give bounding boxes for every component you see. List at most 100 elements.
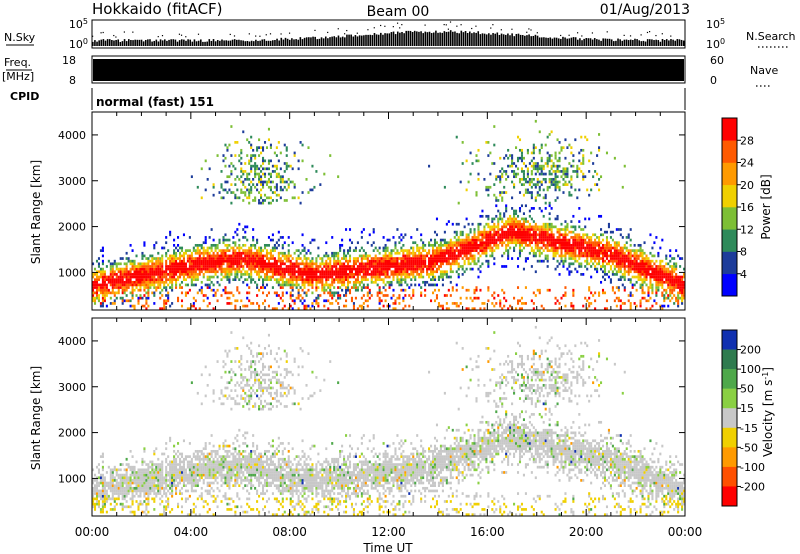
noise-bar: [130, 39, 132, 46]
power-cell: [586, 307, 589, 310]
power-cell: [548, 225, 551, 229]
power-cell: [588, 296, 591, 300]
power-cell: [285, 270, 288, 274]
power-cell: [518, 238, 522, 242]
noise-bar: [392, 31, 395, 46]
power-cell: [283, 185, 286, 189]
power-cell: [671, 291, 674, 295]
power-cell: [428, 259, 431, 263]
power-cell: [402, 254, 405, 258]
power-cell: [192, 273, 195, 276]
power-cell: [556, 196, 559, 200]
power-cell: [267, 262, 270, 266]
power-cell: [408, 294, 411, 297]
power-cell: [194, 278, 197, 282]
power-cell: [250, 167, 253, 171]
power-cell: [212, 259, 215, 263]
power-cell: [275, 154, 278, 157]
power-cell: [370, 243, 373, 247]
power-cell: [619, 233, 622, 237]
power-cell: [131, 304, 134, 308]
power-cell: [107, 280, 110, 284]
power-cell: [337, 257, 340, 260]
power-cell: [335, 273, 338, 276]
power-cell: [564, 236, 567, 239]
power-cell: [252, 262, 255, 266]
power-cell: [281, 251, 284, 255]
power-cell: [321, 280, 324, 284]
power-cell: [161, 265, 164, 268]
power-cell: [299, 141, 302, 144]
power-cell: [196, 278, 199, 282]
power-cell: [153, 286, 156, 289]
power-cell: [408, 257, 411, 260]
power-cell: [303, 254, 306, 258]
power-cell: [285, 259, 288, 263]
power-cell: [485, 241, 488, 245]
power-cell: [441, 238, 444, 242]
power-cell: [360, 259, 363, 263]
power-cell: [447, 254, 450, 258]
power-cell: [586, 236, 589, 239]
power-cell: [182, 265, 186, 268]
power-cell: [190, 278, 193, 282]
power-cell: [570, 236, 573, 239]
power-cell: [133, 304, 136, 308]
power-cell: [641, 278, 644, 282]
power-cell: [167, 265, 170, 268]
noise-bar: [504, 34, 507, 46]
power-cell: [645, 262, 648, 266]
power-cell: [327, 307, 330, 310]
power-cell: [250, 143, 253, 147]
power-cell: [639, 265, 642, 268]
power-cell: [222, 270, 225, 274]
power-cell: [445, 302, 448, 305]
power-cell: [554, 154, 557, 157]
power-cell: [143, 275, 146, 279]
power-cell: [530, 265, 533, 268]
power-cell: [267, 270, 270, 274]
power-cell: [220, 249, 223, 252]
power-cell: [230, 191, 233, 194]
power-cell: [538, 291, 541, 295]
power-cell: [554, 267, 557, 271]
power-cell: [402, 259, 405, 263]
power-cell: [256, 238, 259, 242]
noise-bar: [176, 41, 179, 46]
power-cell: [364, 267, 367, 271]
noise-bar: [373, 32, 376, 46]
noise-bar: [606, 38, 609, 46]
power-cell: [592, 249, 595, 252]
power-cell: [258, 275, 261, 279]
power-cell: [538, 148, 541, 152]
power-cell: [477, 296, 480, 300]
power-cell: [574, 138, 577, 142]
power-cell: [530, 225, 533, 229]
power-cell: [115, 262, 118, 266]
power-cell: [487, 259, 490, 263]
power-cell: [119, 283, 122, 287]
power-cell: [232, 251, 235, 255]
power-cell: [269, 249, 272, 252]
power-cell: [327, 299, 330, 303]
power-cell: [532, 143, 535, 147]
noise-bar: [286, 38, 289, 46]
noise-dot: [530, 29, 532, 31]
power-cell: [315, 262, 318, 266]
power-cell: [182, 259, 186, 263]
power-cell: [617, 296, 620, 300]
power-cell: [250, 170, 253, 173]
power-cell: [552, 170, 555, 173]
power-cell: [465, 251, 468, 255]
power-cell: [202, 259, 205, 263]
power-cell: [598, 236, 601, 239]
power-cell: [341, 257, 344, 260]
noise-bar: [367, 34, 369, 46]
power-cell: [327, 283, 330, 287]
power-cell: [546, 246, 549, 250]
power-cell: [246, 257, 249, 260]
power-cell: [433, 230, 437, 234]
power-cell: [261, 267, 265, 271]
power-cell: [248, 259, 251, 263]
power-cell: [455, 135, 458, 139]
